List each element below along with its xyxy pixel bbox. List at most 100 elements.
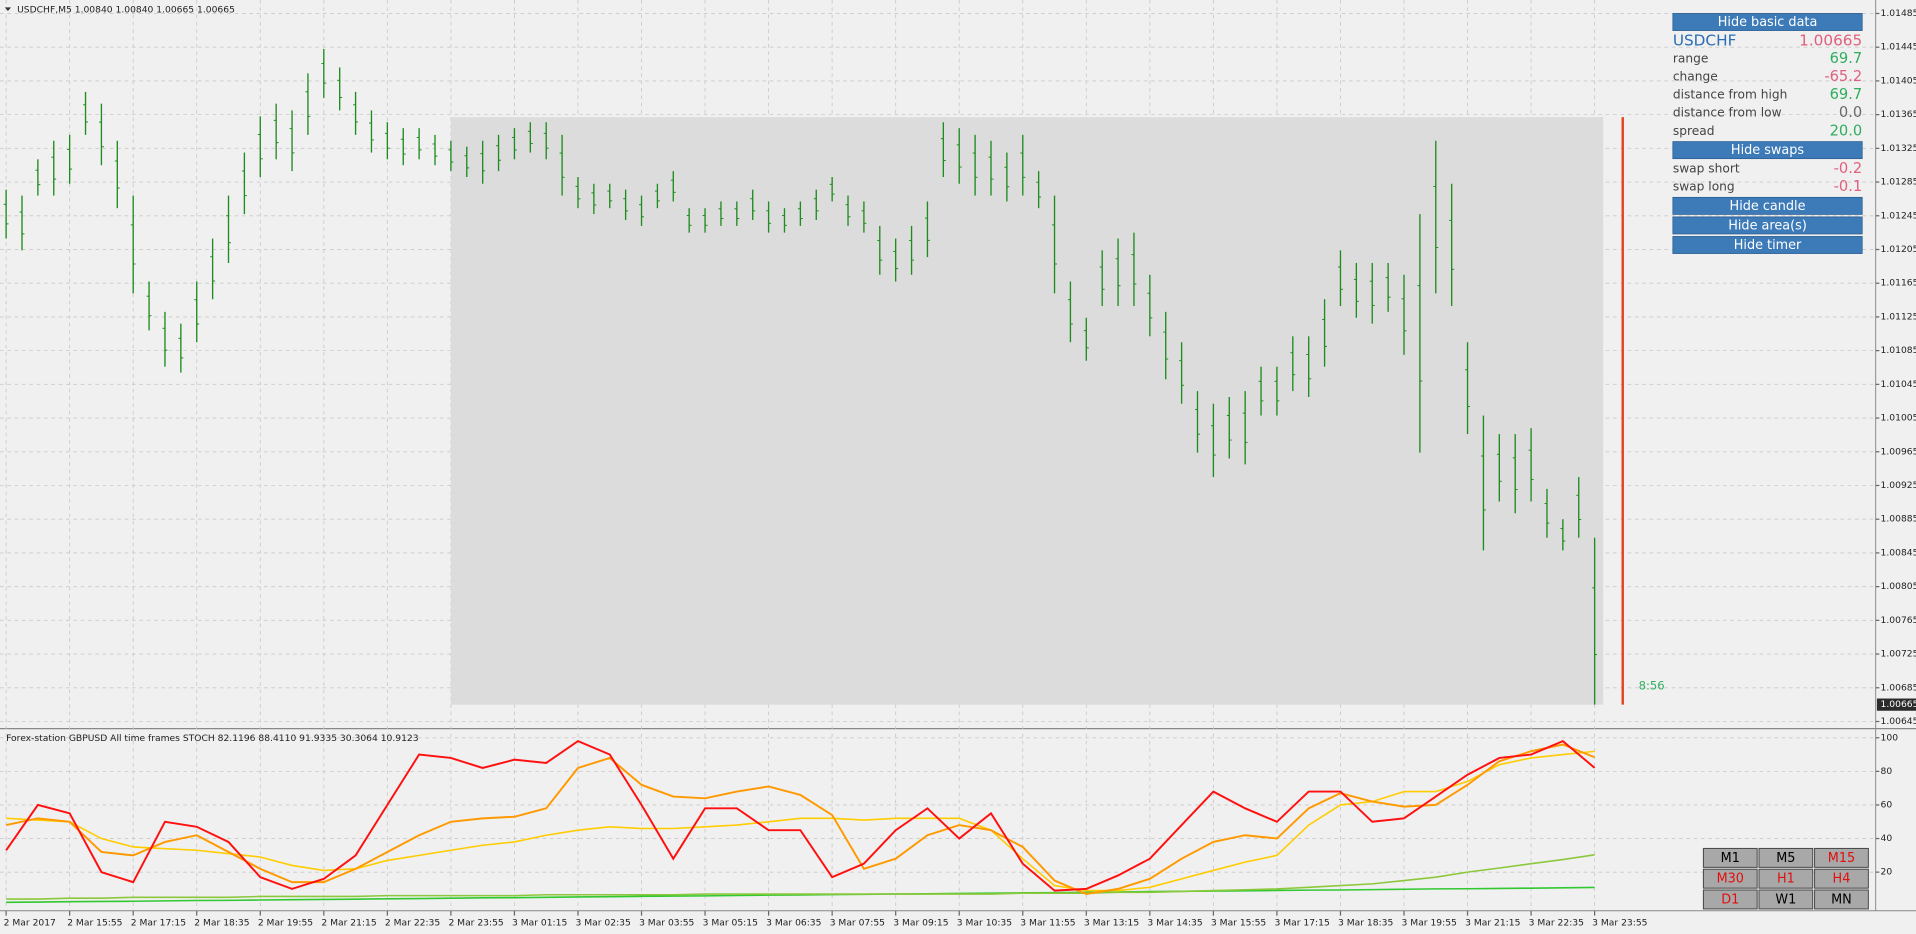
x-tick-label: 2 Mar 21:15	[321, 917, 376, 928]
timeframe-button[interactable]	[1702, 847, 1758, 868]
y-tick-label: 1.01205	[1881, 244, 1916, 255]
timeframe-button[interactable]	[1758, 868, 1814, 889]
x-tick-label: 3 Mar 07:55	[830, 917, 885, 928]
front-layer: 2 Mar 2017 2 Mar 15:55 2 Mar 17:15 2 Mar 18…	[4, 8, 1916, 928]
panel-row-label: swap long	[1673, 180, 1735, 194]
panel-row-value: -65.2	[1824, 68, 1862, 85]
panel-button[interactable]	[1672, 141, 1863, 160]
timeframe-label[interactable]: M1	[1721, 851, 1740, 866]
last-price-box	[1876, 698, 1916, 711]
panel-button[interactable]	[1672, 196, 1863, 215]
timeframe-label[interactable]: H1	[1777, 872, 1795, 887]
panel-button[interactable]	[1672, 236, 1863, 254]
y-tick-label: 1.00645	[1881, 716, 1916, 727]
timeframe-button[interactable]	[1814, 889, 1869, 910]
panel-button[interactable]	[1672, 13, 1863, 31]
x-tick-label: 3 Mar 18:35	[1338, 917, 1393, 928]
y-tick-label: 80	[1881, 766, 1893, 777]
y-tick-label: 60	[1881, 799, 1893, 810]
y-tick-label: 1.01045	[1881, 379, 1916, 390]
x-tick-label: 3 Mar 23:55	[1592, 917, 1647, 928]
y-tick-label: 1.01165	[1881, 278, 1916, 289]
timeframe-button[interactable]	[1814, 868, 1869, 889]
y-tick-label: 1.00845	[1881, 547, 1916, 558]
x-tick-label: 2 Mar 2017	[4, 917, 56, 928]
x-tick-label: 2 Mar 18:35	[194, 917, 249, 928]
panel-button[interactable]	[1672, 216, 1863, 235]
y-tick-label: 20	[1881, 867, 1893, 878]
x-tick-label: 3 Mar 13:15	[1084, 917, 1139, 928]
timeframe-label[interactable]: H4	[1833, 872, 1851, 887]
x-tick-label: 3 Mar 22:35	[1529, 917, 1584, 928]
panel-row-label: range	[1673, 51, 1709, 65]
y-tick-label: 1.00885	[1881, 514, 1916, 525]
panel-button-label[interactable]: Hide basic data	[1718, 15, 1818, 30]
panel-row-value: 0.0	[1839, 104, 1862, 121]
timeframe-label[interactable]: D1	[1721, 893, 1739, 908]
timeframe-button[interactable]	[1814, 847, 1869, 868]
x-tick-label: 3 Mar 17:15	[1274, 917, 1329, 928]
timeframe-button[interactable]	[1758, 889, 1814, 910]
x-tick-label: 3 Mar 09:15	[893, 917, 948, 928]
x-tick-label: 2 Mar 15:55	[67, 917, 122, 928]
timeframe-label[interactable]: W1	[1775, 893, 1796, 908]
panel-row-value: 20.0	[1830, 122, 1863, 139]
menu-triangle[interactable]	[4, 7, 11, 12]
indicator-line	[5, 739, 1596, 892]
panel-row-label: swap short	[1673, 161, 1740, 175]
x-tick-label: 3 Mar 15:55	[1211, 917, 1266, 928]
panel-row-value: 1.00665	[1799, 31, 1862, 49]
y-tick-label: 1.01085	[1881, 345, 1916, 356]
panel-button-label[interactable]: Hide swaps	[1731, 143, 1804, 158]
y-tick-label: 1.00765	[1881, 615, 1916, 626]
panel-row-value: -0.2	[1834, 160, 1863, 177]
panel-row-value: -0.1	[1834, 178, 1863, 195]
timeframe-label[interactable]: M5	[1776, 851, 1795, 866]
y-tick-label: 1.01445	[1881, 42, 1916, 53]
y-tick-label: 1.01285	[1881, 177, 1916, 188]
indicator-title: Forex-station GBPUSD All time frames STO…	[6, 733, 419, 744]
x-tick-label: 3 Mar 02:35	[576, 917, 631, 928]
panel-row-label: change	[1673, 70, 1718, 84]
x-tick-label: 2 Mar 22:35	[385, 917, 440, 928]
x-tick-label: 3 Mar 01:15	[512, 917, 567, 928]
x-tick-label: 3 Mar 06:35	[766, 917, 821, 928]
back-layer	[0, 0, 1876, 911]
x-tick-label: 3 Mar 11:55	[1020, 917, 1075, 928]
panel-row-value: 69.7	[1830, 50, 1863, 67]
panel-button-label[interactable]: Hide area(s)	[1728, 219, 1807, 234]
timeframe-label[interactable]: MN	[1831, 893, 1852, 908]
y-tick-label: 100	[1881, 732, 1899, 743]
timeframe-label[interactable]: M15	[1828, 851, 1855, 866]
x-tick-label: 3 Mar 10:35	[957, 917, 1012, 928]
timeframe-button[interactable]	[1702, 868, 1758, 889]
x-tick-label: 3 Mar 19:55	[1402, 917, 1457, 928]
x-tick-label: 3 Mar 03:55	[639, 917, 694, 928]
y-tick-label: 1.01485	[1881, 8, 1916, 19]
timeframe-button[interactable]	[1758, 847, 1814, 868]
y-tick-label: 1.01365	[1881, 109, 1916, 120]
panel-row-label: USDCHF	[1673, 31, 1737, 49]
y-tick-label: 1.01325	[1881, 143, 1916, 154]
panel-row-value: 69.7	[1830, 86, 1863, 103]
y-tick-label: 1.01005	[1881, 413, 1916, 424]
y-tick-label: 1.01405	[1881, 75, 1916, 86]
timeframe-label[interactable]: M30	[1717, 872, 1744, 887]
panel-row-label: distance from high	[1673, 88, 1788, 102]
last-price-label: 1.00665	[1881, 699, 1916, 710]
y-tick-label: 1.00685	[1881, 682, 1916, 693]
indicator-line	[6, 750, 1595, 892]
y-tick-label: 40	[1881, 833, 1893, 844]
panel-button-label[interactable]: Hide timer	[1734, 238, 1802, 253]
indicator-line	[5, 743, 1595, 896]
indicator-line	[6, 853, 1595, 900]
x-tick-label: 2 Mar 17:15	[131, 917, 186, 928]
y-tick-label: 1.00805	[1881, 581, 1916, 592]
y-tick-label: 1.01245	[1881, 210, 1916, 221]
x-tick-label: 2 Mar 23:55	[448, 917, 503, 928]
y-tick-label: 1.01125	[1881, 311, 1916, 322]
panel-button-label[interactable]: Hide candle	[1730, 199, 1806, 214]
indicator-line	[6, 886, 1595, 904]
timeframe-button[interactable]	[1702, 889, 1758, 910]
